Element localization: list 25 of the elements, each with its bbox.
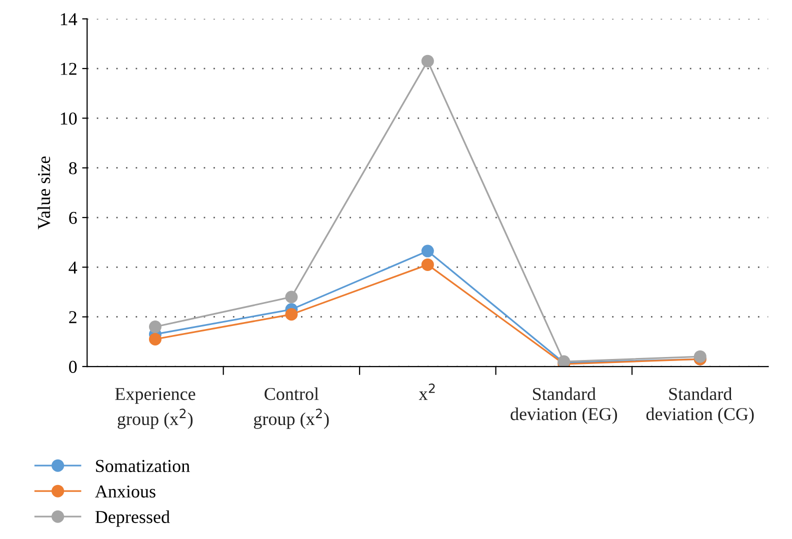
point: [421, 54, 434, 68]
y-tick-label: 4: [68, 262, 78, 274]
point: [421, 258, 434, 271]
y-tick-label: 0: [69, 360, 77, 373]
x-tick-label: Standard deviation (CG): [646, 387, 754, 424]
y-tick-label: 10: [60, 112, 77, 125]
legend-label: Anxious: [95, 485, 156, 498]
point: [148, 332, 162, 346]
y-axis-title: Value size: [37, 156, 50, 230]
x-tick-label: Experience group (x$^{2}$): [115, 388, 196, 429]
point: [694, 350, 706, 363]
x-tick-label: Control group (x$^{2}$): [254, 387, 329, 429]
point: [285, 308, 298, 321]
y-tick-label: 8: [69, 162, 77, 174]
y-tick-label: 2: [69, 311, 76, 324]
legend-label: Somatization: [96, 460, 190, 472]
y-tick-label: 14: [60, 13, 78, 26]
y-tick-label: 6: [69, 212, 77, 224]
x-tick-label: Standard deviation (EG): [510, 387, 618, 424]
point: [148, 320, 162, 334]
point: [421, 244, 434, 258]
y-tick-label: 12: [60, 62, 76, 75]
x-tick-label: x$^{2}$: [418, 384, 435, 400]
legend-label: Depressed: [95, 510, 170, 527]
point: [285, 290, 298, 304]
